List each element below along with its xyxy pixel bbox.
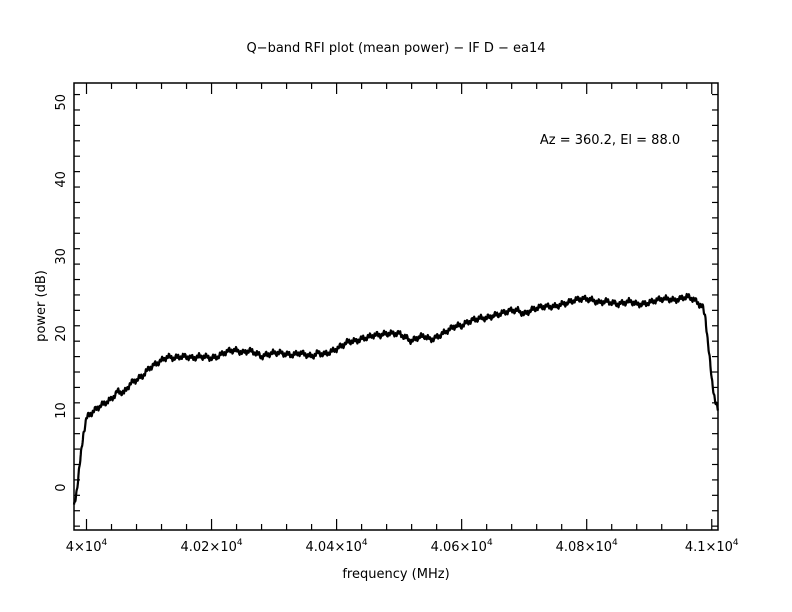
y-tick-labels: 0 10 20 30 40 50: [54, 94, 69, 492]
x-tick-label: 4×104: [66, 538, 108, 555]
chart-title: Q−band RFI plot (mean power) − IF D − ea…: [246, 41, 545, 56]
az-el-annotation: Az = 360.2, El = 88.0: [540, 133, 680, 148]
y-tick-label: 50: [54, 94, 69, 111]
y-tick-label: 20: [54, 325, 69, 342]
tick-marks: [74, 83, 718, 530]
y-axis-label: power (dB): [34, 270, 49, 342]
x-tick-label: 4.1×104: [685, 538, 739, 555]
x-tick-label: 4.06×104: [431, 538, 493, 555]
x-tick-label: 4.02×104: [180, 538, 242, 555]
y-tick-label: 40: [54, 171, 69, 188]
x-tick-label: 4.08×104: [556, 538, 618, 555]
y-tick-label: 0: [54, 483, 69, 491]
plot-frame: [73, 82, 719, 531]
x-tick-labels: 4×104 4.02×104 4.04×104 4.06×104 4.08×104 4.1…: [66, 538, 739, 555]
y-tick-label: 30: [54, 248, 69, 265]
x-axis-label: frequency (MHz): [342, 567, 449, 582]
power-series-line: [72, 292, 720, 505]
x-tick-label: 4.04×104: [306, 538, 368, 555]
y-tick-label: 10: [54, 402, 69, 419]
